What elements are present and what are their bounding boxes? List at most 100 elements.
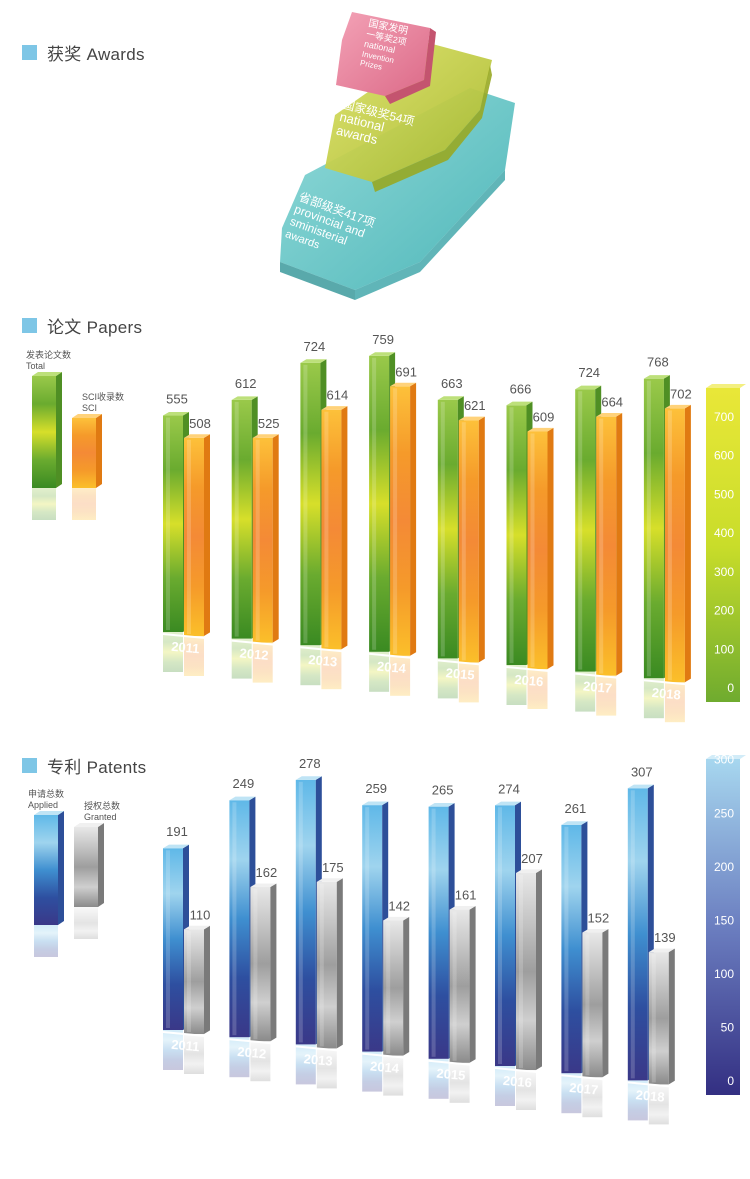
category-label: 2014 bbox=[376, 659, 407, 677]
bar-granted-top bbox=[184, 925, 210, 930]
bar-base-line bbox=[428, 1059, 471, 1066]
bar-sci-top bbox=[664, 404, 691, 409]
data-label: 612 bbox=[235, 376, 257, 391]
y-tick-label: 400 bbox=[714, 526, 734, 540]
bar-granted-side bbox=[204, 925, 210, 1034]
bar-sci-side bbox=[341, 406, 348, 650]
data-label: 759 bbox=[372, 332, 394, 347]
bar-granted-top bbox=[516, 869, 542, 874]
bar-total bbox=[300, 362, 321, 646]
data-label: 110 bbox=[190, 907, 211, 922]
awards-graphic: 国家发明一等奖2项nationalInventionPrizes国家级奖54项n… bbox=[280, 12, 515, 300]
category-label: 2011 bbox=[171, 1037, 200, 1054]
legend-label-cn: 授权总数 bbox=[84, 800, 120, 811]
legend-label-en: SCI bbox=[82, 403, 97, 413]
bar-applied-highlight bbox=[298, 781, 303, 1043]
category-label: 2014 bbox=[370, 1058, 401, 1076]
bar-base-line bbox=[300, 646, 343, 653]
legend-swatch-reflection bbox=[32, 488, 56, 520]
national-awards-block bbox=[325, 42, 492, 192]
bar-granted-side bbox=[536, 869, 542, 1070]
data-label: 621 bbox=[464, 398, 486, 413]
bar-group: 612 525 2012 bbox=[231, 376, 280, 683]
bar-total-reflection bbox=[231, 638, 252, 679]
category-label: 2016 bbox=[514, 672, 544, 689]
bar-granted-side bbox=[336, 878, 343, 1049]
bar-base-line bbox=[437, 659, 480, 666]
legend-swatch-top bbox=[74, 823, 104, 827]
data-label: 191 bbox=[166, 824, 188, 839]
data-label: 614 bbox=[327, 388, 349, 403]
bar-granted bbox=[582, 932, 603, 1078]
legend-label-en: Granted bbox=[84, 812, 117, 822]
data-label: 609 bbox=[533, 409, 555, 424]
data-label: 663 bbox=[441, 376, 463, 391]
bar-granted-reflection bbox=[316, 1048, 337, 1089]
data-label: 261 bbox=[565, 801, 587, 816]
bar-sci-reflection bbox=[321, 649, 342, 690]
legend-swatch-top bbox=[34, 811, 64, 815]
papers-section-title: 论文 Papers bbox=[22, 313, 142, 338]
category-label: 2011 bbox=[171, 639, 200, 656]
bar-applied bbox=[295, 779, 316, 1045]
bar-total-highlight bbox=[440, 401, 445, 657]
bar-applied bbox=[495, 805, 515, 1066]
category-label: 2016 bbox=[502, 1073, 532, 1090]
bar-applied-top bbox=[163, 844, 189, 849]
legend-swatch bbox=[72, 418, 96, 488]
bar-total-top bbox=[231, 396, 258, 400]
y-tick-label: 500 bbox=[714, 487, 734, 501]
bar-applied-reflection bbox=[362, 1051, 383, 1092]
legend-swatch-reflection bbox=[72, 488, 96, 520]
y-tick-label: 250 bbox=[714, 806, 734, 820]
bar-group: 191 110 2011 bbox=[162, 824, 211, 1074]
bar-sci-reflection bbox=[458, 662, 479, 703]
data-label: 508 bbox=[189, 416, 211, 431]
bar-sci-reflection bbox=[184, 636, 204, 676]
bar-sci-highlight bbox=[324, 411, 329, 648]
data-label: 161 bbox=[455, 888, 477, 903]
y-tick-label: 50 bbox=[721, 1020, 735, 1034]
data-label: 249 bbox=[233, 776, 255, 791]
bar-sci bbox=[252, 437, 273, 643]
bar-total-highlight bbox=[646, 380, 651, 677]
legend-swatch-top bbox=[72, 414, 102, 418]
bar-base-line bbox=[362, 1052, 405, 1059]
data-label: 207 bbox=[521, 851, 543, 866]
bullet-square-icon bbox=[22, 318, 37, 333]
bar-total-reflection bbox=[300, 645, 321, 686]
bar-granted-side bbox=[403, 916, 410, 1056]
bar-granted bbox=[516, 873, 536, 1070]
bar-applied bbox=[428, 806, 449, 1059]
y-tick-label: 700 bbox=[714, 410, 734, 424]
category-label: 2012 bbox=[237, 1044, 267, 1061]
y-tick-label: 0 bbox=[727, 1074, 734, 1088]
y-tick-label: 300 bbox=[714, 753, 734, 767]
bar-total bbox=[437, 399, 458, 659]
bar-applied-highlight bbox=[498, 807, 502, 1064]
bar-sci-side bbox=[410, 382, 417, 656]
bar-sci-reflection bbox=[390, 655, 411, 696]
bar-sci-reflection bbox=[252, 642, 273, 683]
bar-applied-top bbox=[229, 796, 256, 801]
bar-total bbox=[575, 389, 596, 672]
bar-granted bbox=[316, 881, 337, 1049]
bar-group: 307 139 2018 bbox=[627, 764, 676, 1125]
data-label: 265 bbox=[432, 783, 454, 798]
legend-label-en: Total bbox=[26, 361, 45, 371]
category-label: 2017 bbox=[583, 678, 613, 695]
bar-base-line bbox=[229, 1038, 272, 1045]
bar-sci-highlight bbox=[530, 433, 535, 667]
bar-granted-highlight bbox=[386, 922, 391, 1054]
data-label: 555 bbox=[166, 392, 188, 407]
legend-swatch-top bbox=[32, 372, 62, 376]
bar-applied-top bbox=[627, 784, 654, 789]
bar-total bbox=[163, 415, 183, 632]
bar-granted-highlight bbox=[519, 875, 523, 1068]
bar-granted-highlight bbox=[651, 954, 656, 1083]
bar-total bbox=[506, 405, 527, 665]
